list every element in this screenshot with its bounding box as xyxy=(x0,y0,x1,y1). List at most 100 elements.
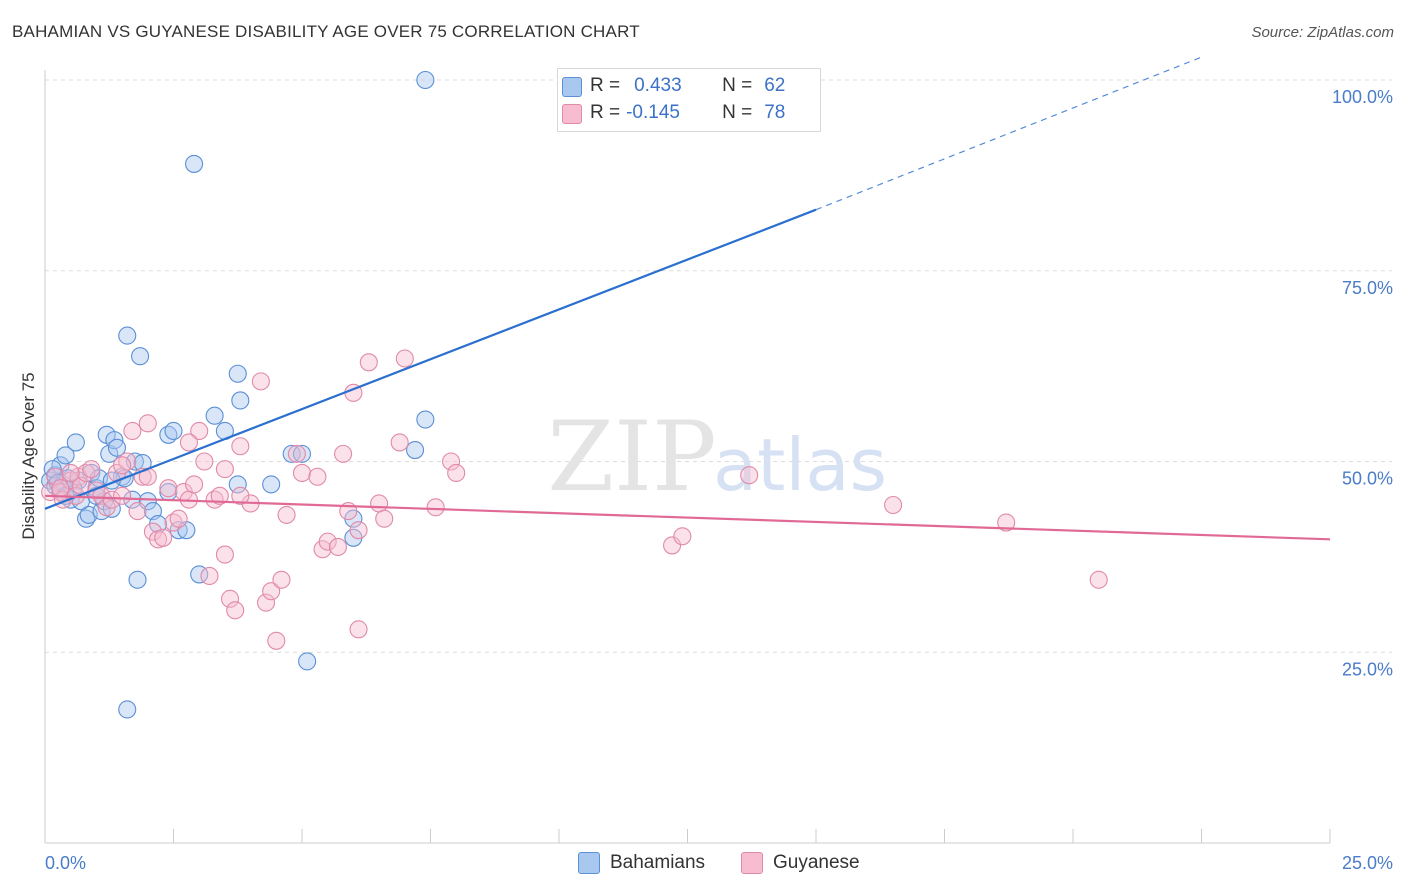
guyanese-point xyxy=(138,414,157,433)
legend-n-label: N = xyxy=(722,75,753,96)
bahamians-trend-line xyxy=(44,208,817,510)
guyanese-point xyxy=(215,545,234,564)
bahamians-point xyxy=(406,441,425,460)
guyanese-swatch xyxy=(562,104,582,124)
legend-row-bahamians: R = 0.433 N = 62 xyxy=(562,73,786,99)
bahamians-point xyxy=(292,444,312,463)
guyanese-point xyxy=(215,460,234,479)
guyanese-point xyxy=(102,490,121,509)
bahamians-point xyxy=(56,446,75,465)
guyanese-point xyxy=(51,479,70,498)
guyanese-point xyxy=(1089,570,1108,589)
guyanese-point xyxy=(256,593,276,612)
y-tick-label: 100.0% xyxy=(1332,87,1393,107)
bahamians-point xyxy=(66,433,85,452)
bahamians-points xyxy=(41,70,435,719)
legend-r-value: -0.145 xyxy=(626,102,680,123)
guyanese-points xyxy=(41,349,1108,650)
guyanese-point xyxy=(231,486,250,505)
guyanese-point xyxy=(328,537,348,557)
guyanese-point xyxy=(884,495,903,515)
guyanese-point xyxy=(226,601,245,620)
guyanese-point xyxy=(159,479,178,498)
chart-title: BAHAMIAN VS GUYANESE DISABILITY AGE OVER… xyxy=(12,22,640,41)
guyanese-point xyxy=(113,456,132,475)
guyanese-point xyxy=(318,532,337,551)
bahamians-point xyxy=(298,652,317,671)
guyanese-point xyxy=(169,509,188,528)
bahamians-point xyxy=(205,406,224,425)
guyanese-point xyxy=(190,421,209,441)
bahamians-point xyxy=(118,700,137,719)
watermark-zip: ZIP xyxy=(547,401,716,513)
y-tick-labels: 25.0% 50.0% 75.0% 100.0% xyxy=(1332,87,1393,679)
guyanese-point xyxy=(740,466,759,485)
guyanese-point xyxy=(359,353,378,372)
guyanese-point xyxy=(349,620,368,639)
x-tick-labels: 0.0% 25.0% xyxy=(45,853,1393,873)
trend-lines xyxy=(44,56,1331,541)
legend-n-label: N = xyxy=(722,102,753,123)
bahamians-point xyxy=(282,444,301,463)
guyanese-swatch xyxy=(741,852,763,874)
y-tick-label: 50.0% xyxy=(1342,469,1393,489)
guyanese-point xyxy=(210,486,229,505)
guyanese-point xyxy=(262,582,281,601)
bahamians-point xyxy=(262,475,281,494)
legend-r-value: 0.433 xyxy=(634,75,682,96)
bahamians-point xyxy=(131,347,150,366)
bahamians-point xyxy=(185,154,204,173)
guyanese-point xyxy=(334,444,353,463)
bahamians-swatch xyxy=(562,77,582,97)
legend-n-value: 62 xyxy=(764,75,786,96)
y-tick-label: 75.0% xyxy=(1342,278,1393,298)
guyanese-point xyxy=(267,631,286,650)
guyanese-point xyxy=(231,437,250,456)
guyanese-point xyxy=(195,452,214,471)
bahamians-trend-extension xyxy=(815,56,1202,211)
guyanese-point xyxy=(370,494,389,513)
guyanese-point xyxy=(272,570,291,589)
guyanese-point xyxy=(61,463,80,482)
bahamians-point xyxy=(231,391,250,410)
guyanese-point xyxy=(277,505,296,524)
legend-label-bahamians: Bahamians xyxy=(610,852,706,873)
x-tick-label: 25.0% xyxy=(1342,853,1393,873)
guyanese-point xyxy=(82,460,101,479)
guyanese-point xyxy=(220,589,240,608)
legend-n-value: 78 xyxy=(764,102,786,123)
guyanese-point xyxy=(200,566,219,586)
guyanese-point xyxy=(287,444,306,463)
guyanese-point xyxy=(395,349,414,368)
grid xyxy=(45,79,1392,653)
legend-r-label: R = xyxy=(590,75,621,96)
guyanese-point xyxy=(447,463,466,482)
legend-item-guyanese[interactable]: Guyanese xyxy=(741,852,860,874)
guyanese-trend-line xyxy=(44,494,1331,541)
guyanese-point xyxy=(128,502,147,521)
legend-item-bahamians[interactable]: Bahamians xyxy=(578,852,705,874)
guyanese-point xyxy=(426,498,445,517)
axes xyxy=(44,70,1331,844)
guyanese-point xyxy=(375,509,394,528)
bahamians-point xyxy=(416,410,435,429)
bahamians-point xyxy=(416,70,435,90)
guyanese-point xyxy=(185,475,204,494)
guyanese-point xyxy=(154,528,173,547)
guyanese-point xyxy=(349,521,368,540)
guyanese-point xyxy=(442,452,461,471)
watermark-atlas: atlas xyxy=(713,423,887,507)
guyanese-point xyxy=(663,536,682,555)
x-tick-label: 0.0% xyxy=(45,853,86,873)
correlation-legend: R = 0.433 N = 62 R = -0.145 N = 78 xyxy=(557,68,821,132)
legend-r-label: R = xyxy=(590,102,621,123)
watermark: ZIP atlas xyxy=(547,401,887,513)
guyanese-point xyxy=(179,433,198,452)
guyanese-point xyxy=(251,372,270,391)
guyanese-point xyxy=(123,421,142,441)
bahamians-point xyxy=(164,421,183,441)
source-label: Source: ZipAtlas.com xyxy=(1251,24,1394,41)
bahamians-point xyxy=(228,475,247,494)
guyanese-point xyxy=(308,467,327,486)
